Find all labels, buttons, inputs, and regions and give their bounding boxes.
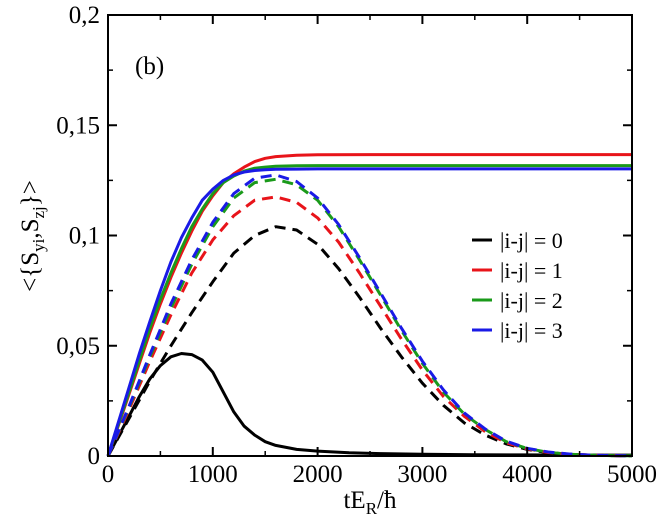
series-line-i-j-3-dashed xyxy=(106,173,633,458)
legend: |i-j| = 0 |i-j| = 1 |i-j| = 2 |i-j| = 3 xyxy=(472,228,563,343)
y-axis-label-mid: ,S xyxy=(17,218,44,238)
ticks-layer: 0 1000 2000 3000 4000 5000 0 0,05 0,1 0,15 0,2 xyxy=(56,2,657,488)
y-tick-label: 0 xyxy=(88,443,101,470)
y-tick-label: 0,15 xyxy=(56,112,100,139)
series-line-i-j-3-solid xyxy=(106,167,632,457)
series-layer xyxy=(106,153,633,458)
x-axis-label-tail: /ħ xyxy=(377,487,397,514)
legend-label: |i-j| = 3 xyxy=(500,318,563,343)
x-tick-label: 1000 xyxy=(188,461,238,488)
panel-label: (b) xyxy=(135,53,164,80)
y-tick-label: 0,1 xyxy=(69,223,100,250)
x-tick-label: 2000 xyxy=(293,461,343,488)
x-tick-label: 0 xyxy=(102,461,115,488)
y-axis-label-open: <{S xyxy=(17,252,44,292)
legend-label: |i-j| = 2 xyxy=(500,288,563,313)
series-line-i-j-0-solid xyxy=(106,352,632,457)
legend-label: |i-j| = 0 xyxy=(500,228,563,253)
x-tick-label: 5000 xyxy=(607,461,657,488)
y-axis-label-sub2: zj xyxy=(29,206,48,218)
y-tick-label: 0,2 xyxy=(69,2,100,29)
y-tick-label: 0,05 xyxy=(56,333,100,360)
x-axis-label: tER/ħ xyxy=(343,487,397,518)
x-tick-label: 3000 xyxy=(397,461,447,488)
x-tick-label: 4000 xyxy=(502,461,552,488)
series-line-i-j-2-solid xyxy=(106,164,632,457)
series-line-i-j-2-dashed xyxy=(106,177,633,458)
y-axis-label: <{Syi,Szj}> xyxy=(17,180,48,292)
legend-label: |i-j| = 1 xyxy=(500,258,563,283)
x-axis-label-subscript: R xyxy=(366,499,378,518)
y-axis-label-sub1: yi xyxy=(29,238,48,252)
x-axis-label-main: tE xyxy=(343,487,365,514)
y-axis-label-close: }> xyxy=(17,180,44,206)
